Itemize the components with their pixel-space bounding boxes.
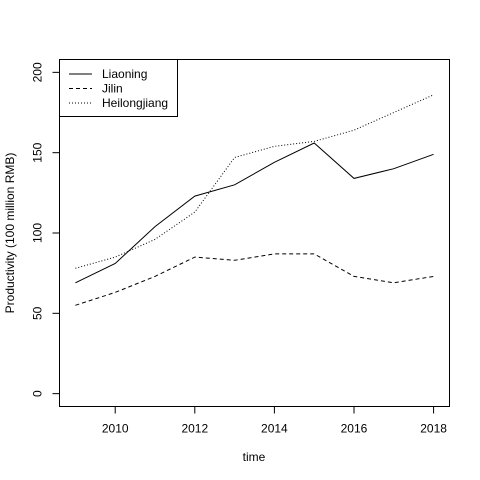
x-tick-label: 2016 <box>341 422 368 436</box>
x-tick-label: 2018 <box>420 422 447 436</box>
series-line-jilin <box>75 253 434 306</box>
series-line-liaoning <box>75 142 434 284</box>
y-tick-label: 100 <box>31 223 45 243</box>
y-axis-title: Productivity (100 million RMB) <box>3 153 17 314</box>
y-tick-label: 0 <box>31 390 45 397</box>
y-axis: 0 50 100 150 200 <box>31 62 60 397</box>
y-tick-label: 150 <box>31 142 45 162</box>
legend-label-heilongjiang: Heilongjiang <box>102 96 168 110</box>
legend-label-jilin: Jilin <box>102 82 123 96</box>
series-lines <box>75 94 434 306</box>
y-tick-label: 200 <box>31 62 45 82</box>
series-line-heilongjiang <box>75 94 434 269</box>
x-tick-label: 2014 <box>261 422 288 436</box>
y-tick-label: 50 <box>31 306 45 320</box>
x-tick-label: 2010 <box>102 422 129 436</box>
legend-label-liaoning: Liaoning <box>102 67 147 81</box>
x-axis-title: time <box>243 450 266 464</box>
x-axis: 2010 2012 2014 2016 2018 <box>102 406 447 436</box>
x-tick-label: 2012 <box>181 422 208 436</box>
